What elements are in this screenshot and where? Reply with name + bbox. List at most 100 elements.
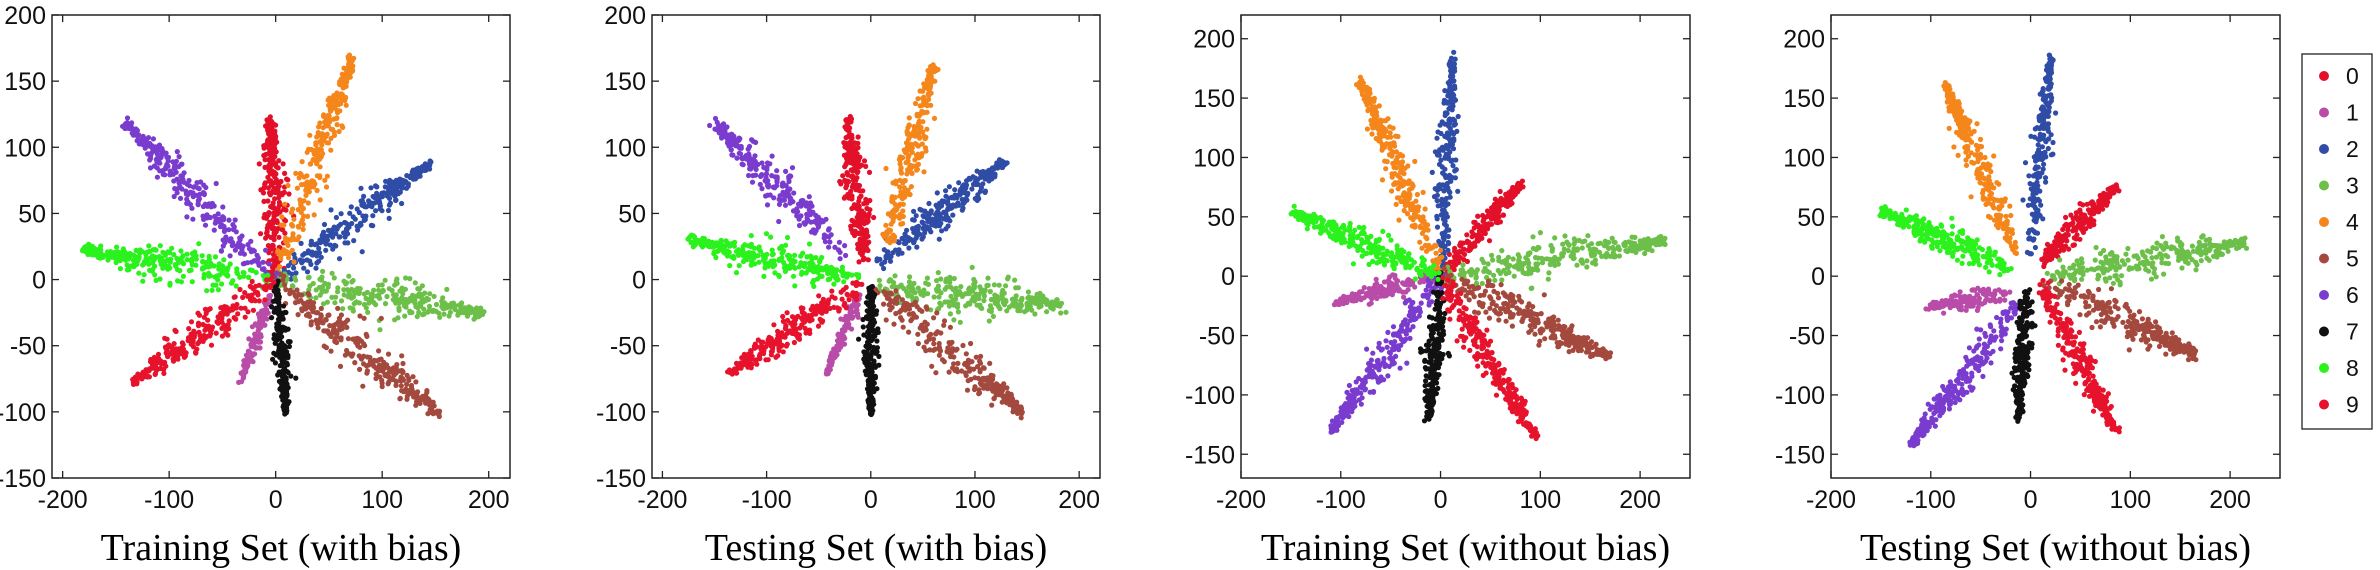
point-class-9	[254, 290, 260, 296]
point-class-0	[272, 128, 278, 134]
point-class-8	[856, 275, 862, 281]
point-class-5	[326, 312, 332, 318]
point-class-2	[956, 180, 962, 186]
point-class-2	[943, 226, 949, 232]
point-class-6	[195, 198, 201, 204]
point-class-8	[189, 279, 195, 285]
point-class-4	[328, 126, 334, 132]
point-class-0	[273, 171, 279, 177]
point-class-0	[280, 161, 286, 167]
point-class-6	[764, 180, 770, 186]
point-class-5	[945, 345, 951, 351]
point-class-4	[317, 197, 323, 203]
point-class-9	[769, 338, 775, 344]
point-class-7	[272, 340, 278, 346]
point-class-3	[1029, 295, 1035, 301]
point-class-4	[289, 222, 295, 228]
point-class-2	[927, 219, 933, 225]
point-class-4	[897, 161, 903, 167]
point-class-2	[978, 174, 984, 180]
point-class-0	[850, 160, 856, 166]
point-class-2	[289, 271, 295, 277]
point-class-6	[783, 168, 789, 174]
point-class-3	[426, 303, 433, 309]
point-class-3	[425, 309, 431, 315]
point-class-5	[915, 340, 922, 347]
point-class-8	[736, 263, 742, 269]
point-class-8	[768, 260, 774, 266]
point-class-7	[874, 349, 880, 355]
point-class-4	[925, 68, 931, 74]
point-class-8	[760, 252, 766, 258]
point-class-5	[900, 304, 906, 311]
point-class-4	[924, 103, 930, 109]
point-class-0	[849, 149, 855, 155]
point-class-3	[389, 287, 395, 294]
point-class-8	[146, 261, 152, 267]
point-class-5	[924, 306, 930, 312]
point-class-4	[894, 206, 900, 213]
point-class-5	[314, 321, 320, 327]
point-class-7	[278, 386, 284, 392]
point-class-9	[218, 305, 224, 311]
point-class-3	[999, 290, 1005, 296]
point-class-3	[947, 311, 954, 317]
point-class-2	[946, 184, 953, 190]
point-class-8	[748, 233, 754, 239]
point-class-4	[316, 146, 322, 152]
point-class-9	[791, 339, 798, 346]
point-class-3	[985, 282, 991, 288]
point-class-8	[201, 275, 207, 281]
point-class-0	[266, 144, 272, 151]
point-class-3	[456, 302, 463, 308]
point-class-9	[780, 313, 786, 320]
point-class-8	[809, 260, 816, 266]
point-class-9	[208, 342, 215, 348]
point-class-9	[190, 344, 197, 350]
point-class-6	[134, 133, 141, 139]
point-class-3	[397, 288, 403, 294]
point-class-5	[335, 305, 341, 311]
point-class-4	[911, 123, 917, 130]
point-class-3	[350, 277, 356, 284]
point-class-3	[951, 302, 957, 308]
point-class-9	[771, 322, 777, 328]
point-class-1	[850, 314, 856, 320]
point-class-2	[358, 185, 364, 191]
point-class-6	[183, 191, 189, 197]
point-class-4	[291, 216, 297, 222]
point-class-6	[211, 227, 217, 233]
point-class-8	[140, 278, 146, 284]
point-class-5	[978, 353, 984, 359]
point-class-3	[379, 282, 385, 288]
point-class-3	[1063, 309, 1069, 315]
point-class-2	[950, 202, 956, 208]
y-tick-label: -100	[0, 399, 46, 427]
point-class-5	[386, 374, 392, 380]
point-class-4	[342, 95, 349, 101]
point-class-3	[995, 297, 1001, 303]
point-class-2	[926, 200, 932, 207]
point-class-9	[190, 333, 196, 339]
point-class-9	[237, 286, 243, 293]
point-class-7	[874, 386, 880, 392]
point-class-4	[903, 140, 910, 146]
point-class-5	[325, 328, 331, 334]
point-class-6	[795, 209, 801, 215]
point-class-8	[792, 252, 798, 258]
point-class-8	[156, 254, 162, 260]
point-class-8	[136, 249, 142, 255]
point-class-0	[837, 178, 843, 185]
point-class-3	[909, 286, 915, 292]
point-class-9	[143, 367, 149, 373]
point-class-5	[426, 401, 432, 408]
point-class-8	[184, 257, 190, 263]
point-class-2	[424, 162, 430, 168]
point-class-2	[945, 201, 951, 207]
point-class-2	[892, 247, 899, 253]
point-class-2	[911, 208, 917, 214]
point-class-6	[226, 217, 232, 223]
point-class-9	[195, 320, 202, 326]
point-class-6	[260, 259, 266, 265]
point-class-6	[156, 142, 163, 148]
